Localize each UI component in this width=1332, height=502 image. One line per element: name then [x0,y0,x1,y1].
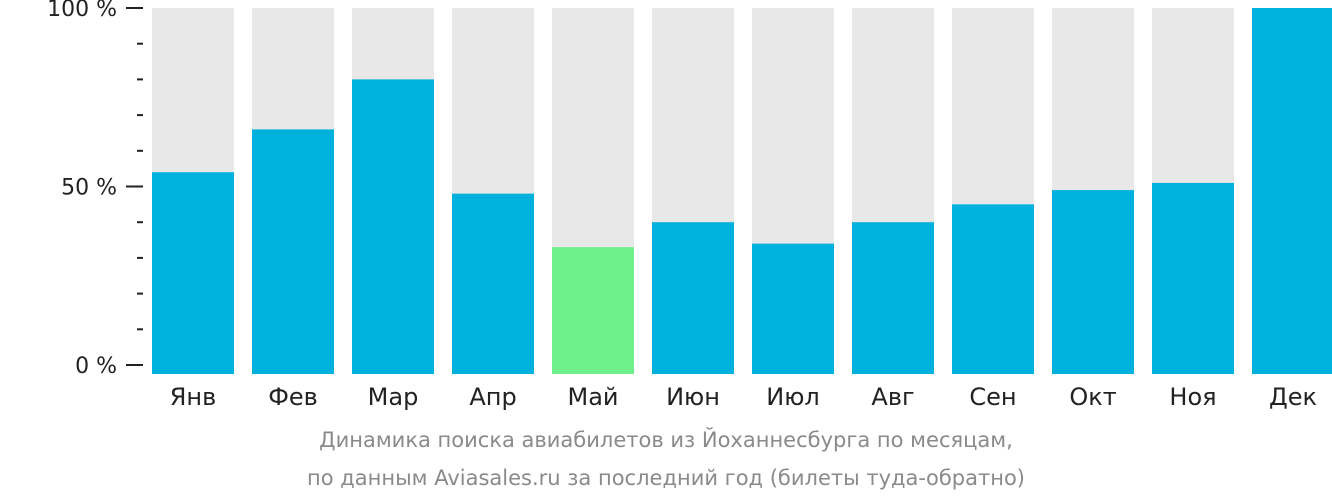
bar-1 [152,172,234,374]
x-tick-label: Янв [170,383,217,411]
x-tick-label: Апр [469,383,516,411]
bar-9 [952,204,1034,374]
bar-2 [252,129,334,374]
bar-7 [752,243,834,374]
x-tick-label: Мар [368,383,419,411]
bar-3 [352,79,434,375]
y-tick-label: 50 % [61,176,117,201]
bar-8 [852,222,934,374]
x-tick-label: Окт [1069,383,1116,411]
x-tick-label: Дек [1269,383,1317,411]
x-tick-label: Фев [268,383,318,411]
bar-6 [652,222,734,374]
x-tick-label: Май [567,383,618,411]
x-tick-label: Авг [871,383,914,411]
bar-12 [1252,8,1332,374]
y-tick-label: 100 % [47,0,117,22]
x-tick-label: Сен [969,383,1016,411]
chart-caption-line-2: по данным Aviasales.ru за последний год … [307,466,1025,490]
bar-chart: 0 % 50 % 100 % Янв Фев Мар Апр Май Июн Июл Авг Сен О… [47,0,1332,411]
chart-caption-line-1: Динамика поиска авиабилетов из Йоханнесб… [319,428,1013,452]
bar-5 [552,247,634,374]
y-tick-label: 0 % [75,354,117,379]
bar-10 [1052,190,1134,374]
x-tick-label: Июн [666,383,720,411]
x-tick-label: Июл [766,383,820,411]
x-tick-label: Ноя [1169,383,1216,411]
bar-4 [452,193,534,374]
bar-11 [1152,182,1234,374]
